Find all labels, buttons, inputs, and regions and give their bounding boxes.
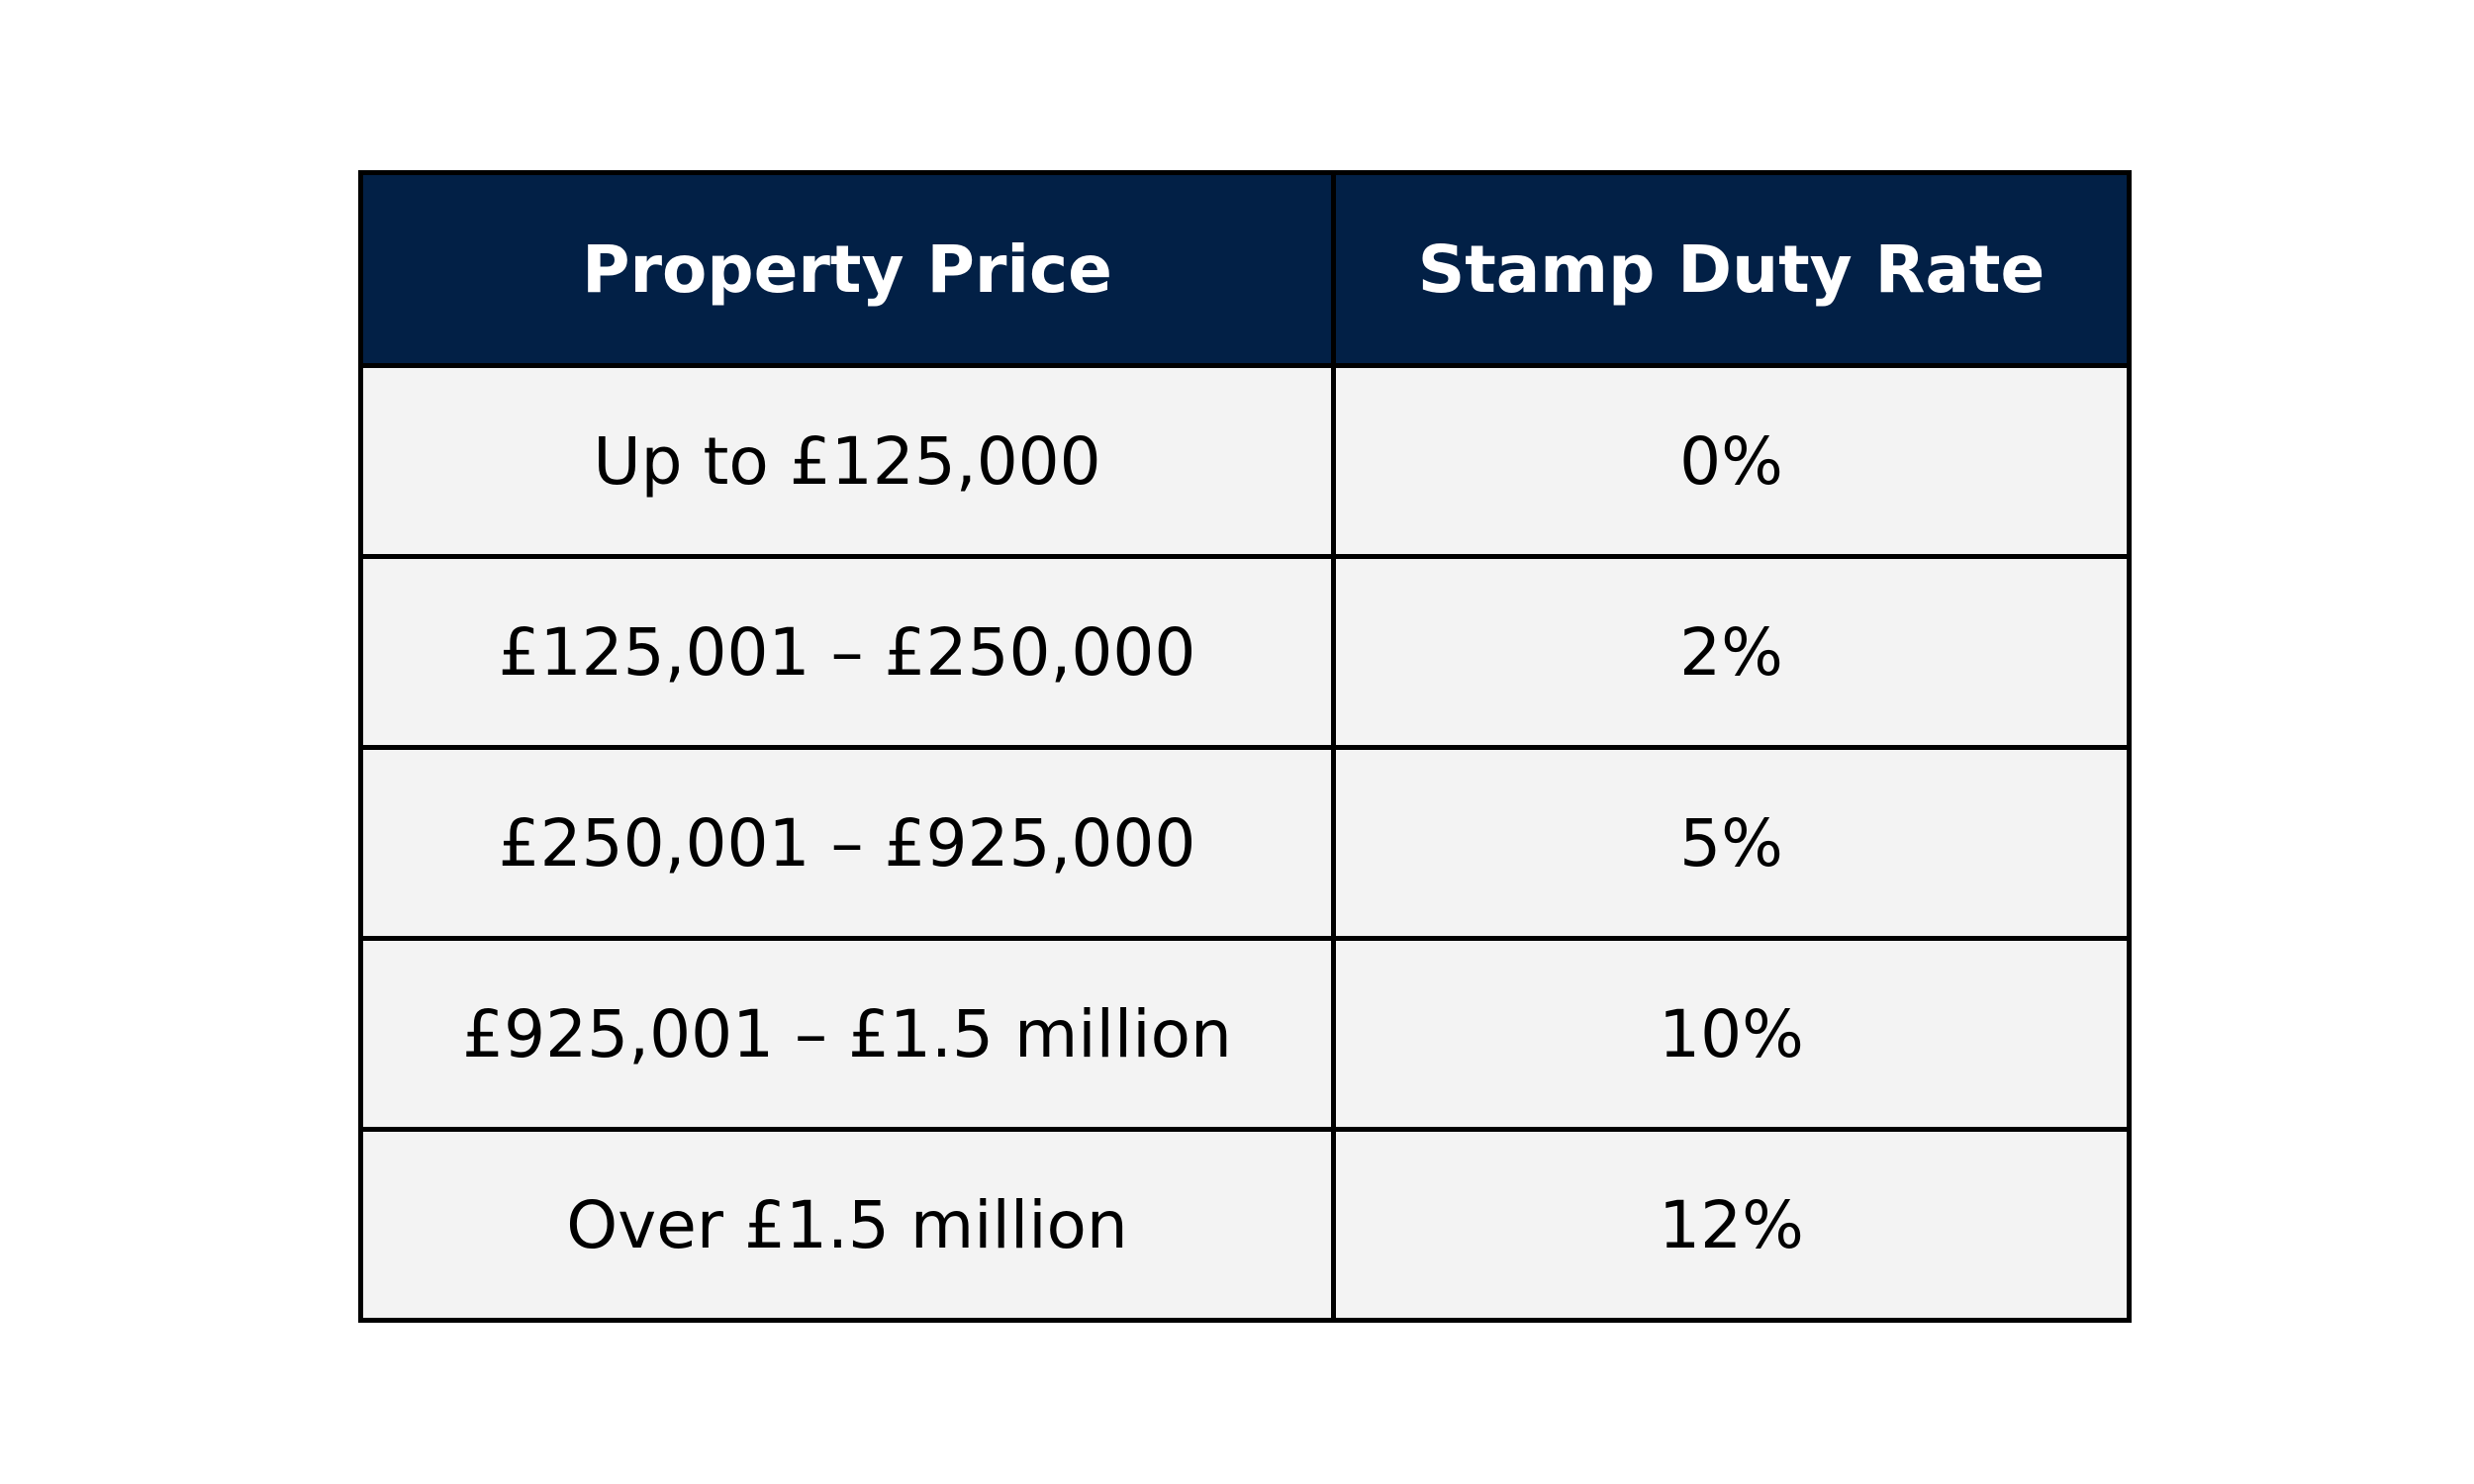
cell-property-price: £250,001 – £925,000 <box>358 745 1336 941</box>
table-row: Up to £125,000 0% <box>358 363 2132 559</box>
header-stamp-duty-rate: Stamp Duty Rate <box>1331 170 2132 368</box>
cell-stamp-duty-rate: 10% <box>1331 936 2132 1132</box>
cell-property-price: Up to £125,000 <box>358 363 1336 559</box>
cell-property-price: £125,001 – £250,000 <box>358 554 1336 750</box>
table-row: £250,001 – £925,000 5% <box>358 745 2132 941</box>
cell-stamp-duty-rate: 0% <box>1331 363 2132 559</box>
table-row: £125,001 – £250,000 2% <box>358 554 2132 750</box>
table-body: Up to £125,000 0% £125,001 – £250,000 2%… <box>358 363 2132 1323</box>
stamp-duty-table-container: Property Price Stamp Duty Rate Up to £12… <box>358 170 2132 1323</box>
cell-property-price: £925,001 – £1.5 million <box>358 936 1336 1132</box>
table-row: Over £1.5 million 12% <box>358 1127 2132 1323</box>
table-row: £925,001 – £1.5 million 10% <box>358 936 2132 1132</box>
header-row: Property Price Stamp Duty Rate <box>358 170 2132 368</box>
cell-stamp-duty-rate: 2% <box>1331 554 2132 750</box>
table-header: Property Price Stamp Duty Rate <box>358 170 2132 368</box>
header-property-price: Property Price <box>358 170 1336 368</box>
cell-stamp-duty-rate: 12% <box>1331 1127 2132 1323</box>
cell-stamp-duty-rate: 5% <box>1331 745 2132 941</box>
stamp-duty-table: Property Price Stamp Duty Rate Up to £12… <box>358 170 2132 1323</box>
cell-property-price: Over £1.5 million <box>358 1127 1336 1323</box>
